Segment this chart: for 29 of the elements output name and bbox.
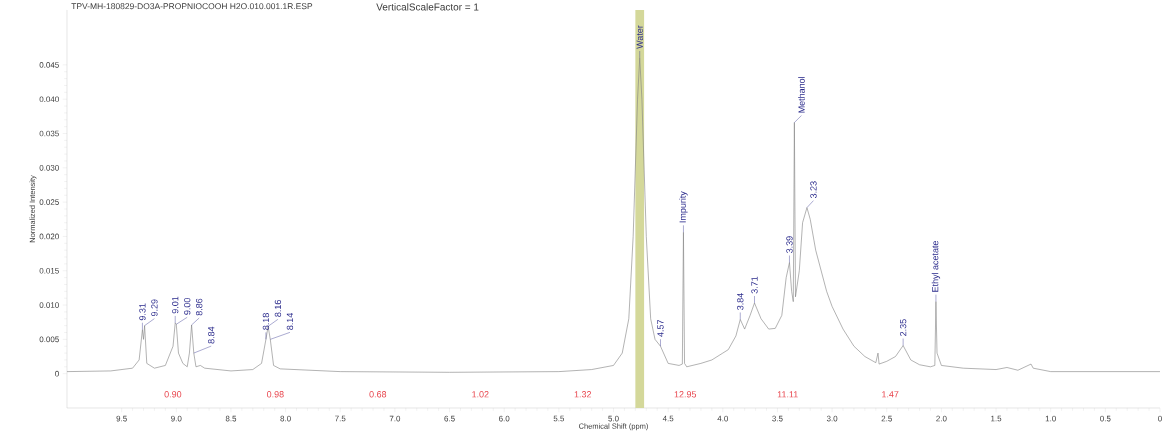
chart-subtitle: VerticalScaleFactor = 1 bbox=[376, 3, 479, 11]
annotation: 2.35 bbox=[899, 319, 907, 336]
annotation: 9.29 bbox=[151, 299, 158, 317]
annotation: Ethyl acetate bbox=[931, 240, 941, 292]
annotation: 3.39 bbox=[786, 236, 793, 253]
annotation: 8.18 bbox=[262, 313, 270, 330]
annotation: 8.84 bbox=[208, 326, 215, 344]
annotation: 0.68 bbox=[369, 391, 387, 398]
annotation: 9.00 bbox=[184, 297, 191, 315]
annotation: Methanol bbox=[798, 77, 805, 113]
annotation: 11.11 bbox=[777, 391, 798, 398]
annotation: 9.31 bbox=[139, 303, 146, 321]
annotation: 8.86 bbox=[196, 298, 203, 316]
annotation: 0.98 bbox=[266, 391, 284, 398]
annotation: 3.71 bbox=[751, 276, 758, 294]
annotation: 1.02 bbox=[472, 391, 489, 398]
annotation: 3.23 bbox=[810, 181, 817, 199]
annotation: 8.16 bbox=[274, 300, 282, 317]
annotation: 1.32 bbox=[574, 391, 592, 398]
annotation: 12.95 bbox=[674, 391, 697, 398]
annotation: Water bbox=[636, 25, 643, 49]
annotation: 4.57 bbox=[657, 320, 664, 337]
chart-title: TPV-MH-180829-DO3A-PROPNIOCOOH H2O.010.001.1R.ESP bbox=[71, 3, 313, 10]
annotation: 0.90 bbox=[164, 391, 182, 398]
annotation: 1.47 bbox=[882, 391, 899, 398]
annotation: 9.01 bbox=[172, 296, 179, 314]
annotation: 8.14 bbox=[286, 312, 294, 330]
annotation: 3.84 bbox=[737, 293, 744, 310]
annotation: Impurity bbox=[679, 191, 688, 223]
